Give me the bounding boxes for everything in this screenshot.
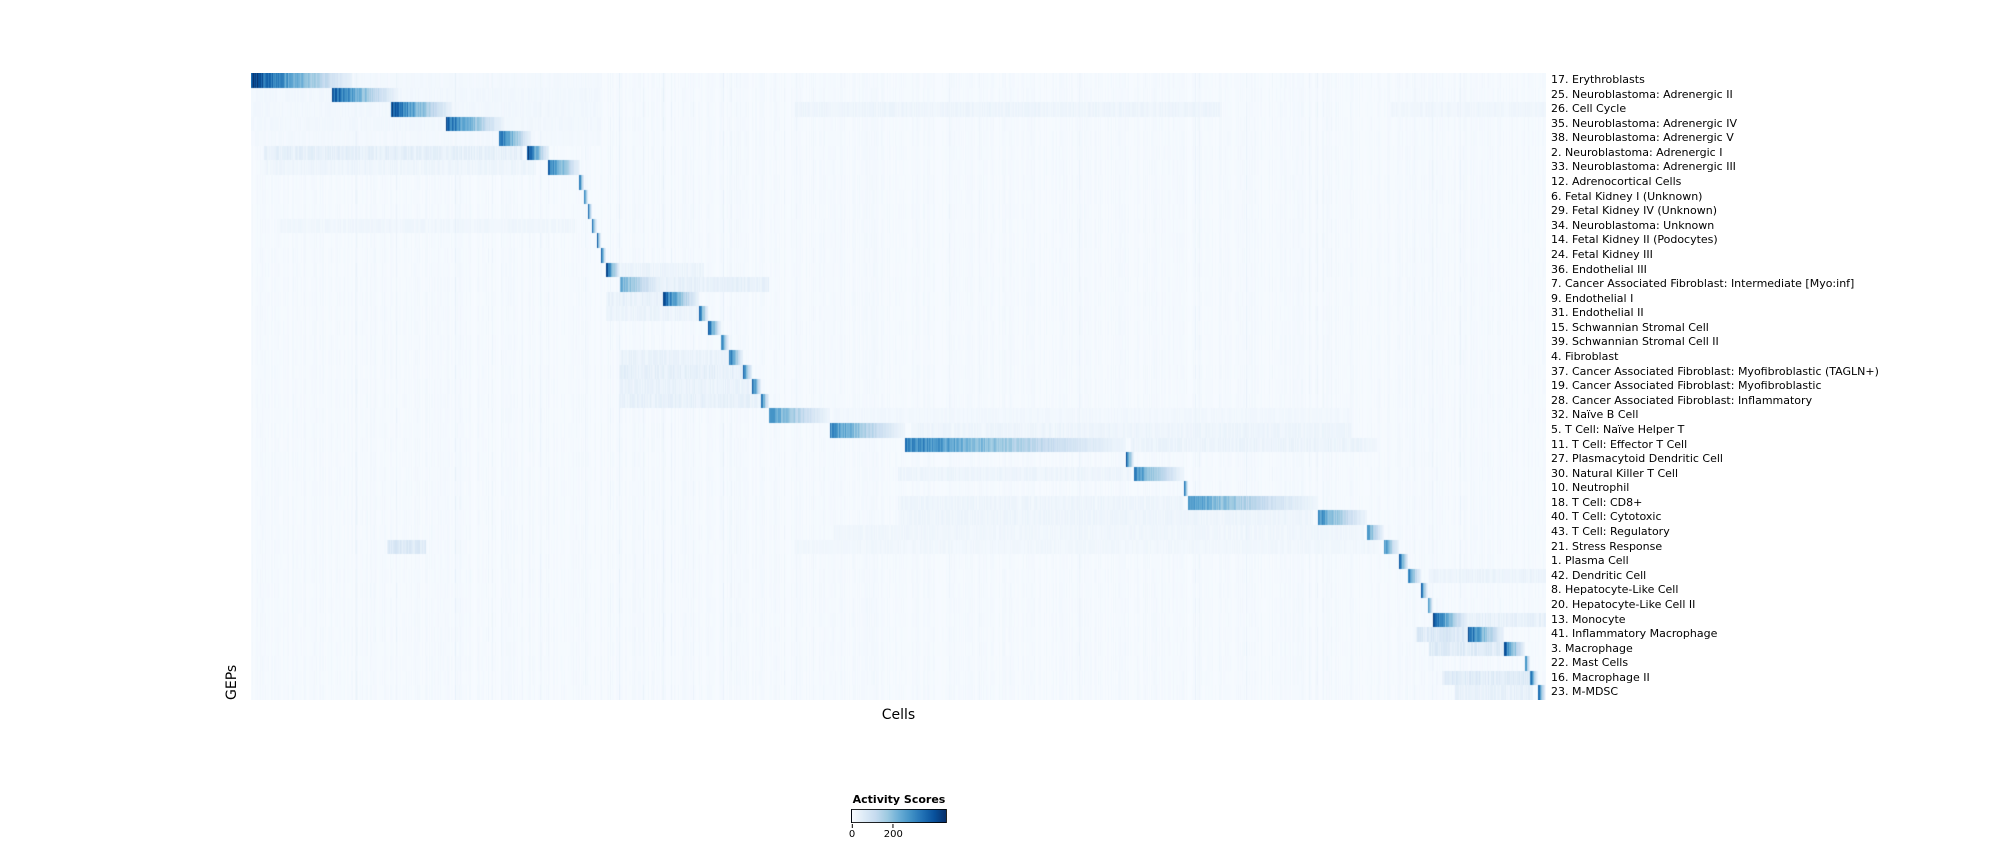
heatmap-canvas <box>251 73 1546 700</box>
colorbar-tickmark <box>851 824 853 828</box>
row-label: 8. Hepatocyte-Like Cell <box>1551 583 1679 597</box>
row-label: 17. Erythroblasts <box>1551 73 1645 86</box>
row-label: 31. Endothelial II <box>1551 306 1644 320</box>
row-labels: 17. Erythroblasts 25. Neuroblastoma: Adre… <box>1551 73 2001 700</box>
colorbar-tickmark <box>892 824 894 828</box>
row-label: 20. Hepatocyte-Like Cell II <box>1551 597 1696 611</box>
row-label: 36. Endothelial III <box>1551 262 1647 276</box>
row-label: 16. Macrophage II <box>1551 670 1650 684</box>
row-label: 3. Macrophage <box>1551 641 1633 655</box>
row-label: 41. Inflammatory Macrophage <box>1551 627 1718 641</box>
row-label: 23. M-MDSC <box>1551 685 1619 699</box>
row-label: 12. Adrenocortical Cells <box>1551 175 1682 189</box>
colorbar-title: Activity Scores <box>852 793 946 806</box>
row-label: 11. T Cell: Effector T Cell <box>1551 437 1688 451</box>
row-label: 40. T Cell: Cytotoxic <box>1551 510 1662 524</box>
row-label: 28. Cancer Associated Fibroblast: Inflam… <box>1551 393 1813 407</box>
row-label: 42. Dendritic Cell <box>1551 568 1647 582</box>
row-label: 37. Cancer Associated Fibroblast: Myofib… <box>1551 364 1879 378</box>
row-label: 22. Mast Cells <box>1551 656 1629 670</box>
row-label: 32. Naïve B Cell <box>1551 408 1639 422</box>
colorbar-legend: Activity Scores 0 200 <box>849 793 947 840</box>
row-label: 9. Endothelial I <box>1551 291 1634 305</box>
row-label: 7. Cancer Associated Fibroblast: Interme… <box>1551 277 1855 291</box>
colorbar-tick-label-min: 0 <box>848 829 856 840</box>
row-label: 6. Fetal Kidney I (Unknown) <box>1551 189 1703 203</box>
y-axis-label: GEPs <box>224 664 240 700</box>
row-label: 29. Fetal Kidney IV (Unknown) <box>1551 204 1717 218</box>
row-label: 19. Cancer Associated Fibroblast: Myofib… <box>1551 379 1822 393</box>
row-label: 33. Neuroblastoma: Adrenergic III <box>1551 160 1736 174</box>
row-label: 27. Plasmacytoid Dendritic Cell <box>1551 452 1723 466</box>
row-label: 15. Schwannian Stromal Cell <box>1551 320 1709 334</box>
row-label: 14. Fetal Kidney II (Podocytes) <box>1551 233 1718 247</box>
row-label: 35. Neuroblastoma: Adrenergic IV <box>1551 116 1737 130</box>
row-label: 25. Neuroblastoma: Adrenergic II <box>1551 87 1733 101</box>
row-label: 34. Neuroblastoma: Unknown <box>1551 218 1715 232</box>
x-axis-label: Cells <box>881 707 916 723</box>
row-label: 43. T Cell: Regulatory <box>1551 525 1670 539</box>
row-label: 2. Neuroblastoma: Adrenergic I <box>1551 145 1723 159</box>
row-label: 21. Stress Response <box>1551 539 1663 553</box>
row-label: 4. Fibroblast <box>1551 350 1619 364</box>
row-label: 1. Plasma Cell <box>1551 554 1629 568</box>
row-label: 26. Cell Cycle <box>1551 102 1627 116</box>
colorbar-gradient: 0 200 <box>849 809 947 840</box>
colorbar-tick-min: 0 <box>849 824 855 840</box>
colorbar-tick-label-200: 200 <box>883 829 903 840</box>
row-label: 24. Fetal Kidney III <box>1551 247 1653 261</box>
row-label: 30. Natural Killer T Cell <box>1551 466 1679 480</box>
colorbar-tick-200: 200 <box>884 824 903 840</box>
row-label: 10. Neutrophil <box>1551 481 1630 495</box>
row-label: 5. T Cell: Naïve Helper T <box>1551 422 1685 436</box>
row-label: 13. Monocyte <box>1551 612 1626 626</box>
row-label: 38. Neuroblastoma: Adrenergic V <box>1551 131 1734 145</box>
row-label: 39. Schwannian Stromal Cell II <box>1551 335 1719 349</box>
row-label: 18. T Cell: CD8+ <box>1551 495 1643 509</box>
